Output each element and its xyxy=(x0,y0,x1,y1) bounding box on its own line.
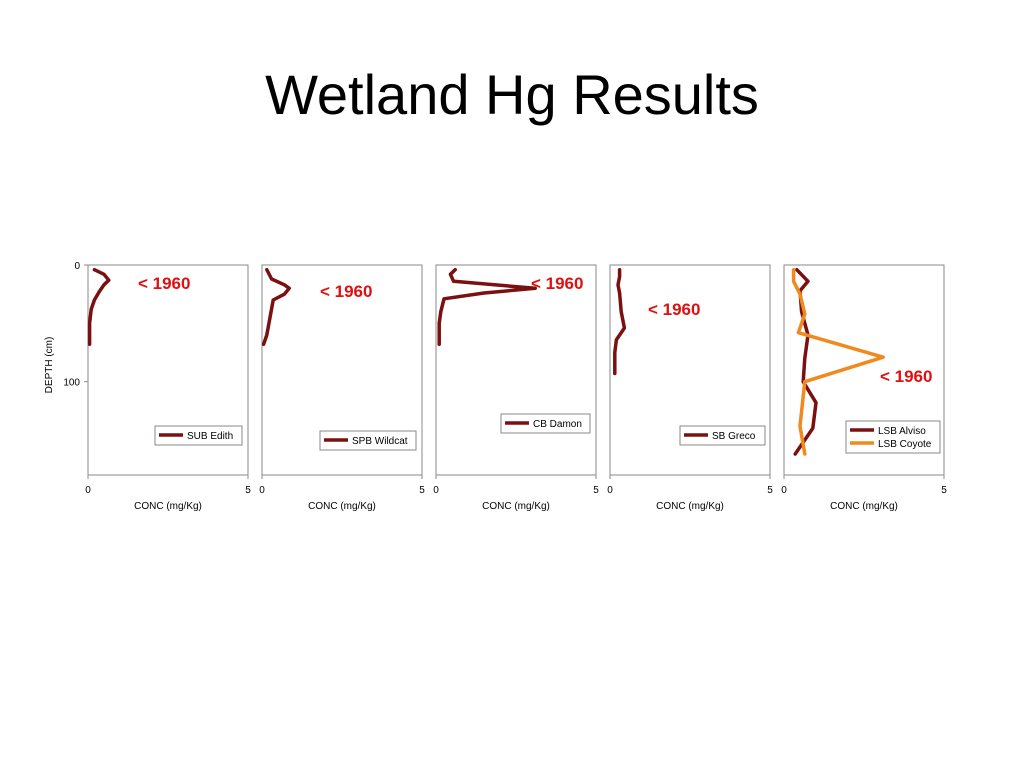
legend-label: SUB Edith xyxy=(187,431,233,442)
x-tick-label: 5 xyxy=(941,485,947,496)
x-axis-label: CONC (mg/Kg) xyxy=(308,501,376,512)
plot-area-3 xyxy=(435,264,597,476)
y-tick-label: 100 xyxy=(63,378,80,389)
annotation-1960: < 1960 xyxy=(648,300,700,319)
x-tick-label: 0 xyxy=(781,485,787,496)
x-tick-label: 0 xyxy=(259,485,265,496)
x-tick-label: 0 xyxy=(85,485,91,496)
series-line-cb-damon xyxy=(437,267,537,347)
legend-box xyxy=(319,430,417,451)
legend-label: CB Damon xyxy=(533,419,582,430)
x-tick-label: 5 xyxy=(419,485,425,496)
legend-box xyxy=(679,425,766,446)
x-axis-label: CONC (mg/Kg) xyxy=(134,501,202,512)
series-line-spb-wildcat xyxy=(261,267,291,347)
legend-label: LSB Coyote xyxy=(878,439,932,450)
annotation-1960: < 1960 xyxy=(320,282,372,301)
x-axis-label: CONC (mg/Kg) xyxy=(830,501,898,512)
legend-box xyxy=(154,425,243,446)
legend-box xyxy=(500,413,591,434)
annotation-1960: < 1960 xyxy=(880,367,932,386)
series-line-sb-greco xyxy=(613,267,627,376)
plot-area-1 xyxy=(87,264,249,476)
x-axis-label: CONC (mg/Kg) xyxy=(656,501,724,512)
y-tick-label: 0 xyxy=(74,261,80,272)
y-axis-label: DEPTH (cm) xyxy=(44,337,55,394)
legend-label: SPB Wildcat xyxy=(352,436,408,447)
x-tick-label: 5 xyxy=(593,485,599,496)
x-tick-label: 5 xyxy=(767,485,773,496)
legend-label: LSB Alviso xyxy=(878,426,926,437)
x-tick-label: 5 xyxy=(245,485,251,496)
x-axis-label: CONC (mg/Kg) xyxy=(482,501,550,512)
plot-area-4 xyxy=(609,264,771,476)
plot-area-5 xyxy=(783,264,945,476)
series-line-sub-edith xyxy=(87,267,111,347)
legend-label: SB Greco xyxy=(712,431,756,442)
annotation-1960: < 1960 xyxy=(138,274,190,293)
annotation-1960: < 1960 xyxy=(531,274,583,293)
series-line-lsb-coyote xyxy=(791,267,885,456)
x-tick-label: 0 xyxy=(433,485,439,496)
legend-box xyxy=(845,420,941,454)
x-tick-label: 0 xyxy=(607,485,613,496)
slide-title: Wetland Hg Results xyxy=(265,63,759,126)
series-line-lsb-alviso xyxy=(793,267,818,456)
plot-area-2 xyxy=(261,264,423,476)
